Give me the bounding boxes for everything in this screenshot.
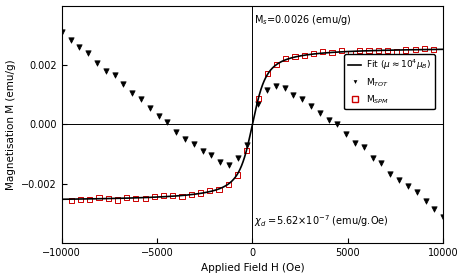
Point: [282, 57, 289, 61]
Point: [141, 196, 149, 200]
Point: [324, 118, 332, 122]
Point: [350, 140, 358, 145]
Point: [420, 46, 427, 50]
Point: [215, 187, 222, 192]
Point: [401, 48, 409, 52]
Point: [243, 148, 250, 153]
Point: [163, 120, 171, 124]
Point: [386, 171, 393, 176]
Point: [160, 194, 167, 198]
Point: [438, 214, 446, 219]
Point: [263, 71, 270, 76]
Point: [342, 131, 349, 136]
Point: [104, 196, 112, 201]
Point: [309, 51, 317, 56]
Point: [383, 48, 390, 52]
Y-axis label: Magnetisation M (emu/g): Magnetisation M (emu/g): [6, 59, 16, 190]
Point: [263, 88, 270, 92]
Point: [307, 104, 314, 109]
Point: [254, 96, 261, 101]
Point: [132, 196, 139, 200]
Point: [169, 193, 176, 198]
Point: [254, 102, 261, 106]
Point: [190, 142, 197, 146]
Point: [333, 121, 340, 126]
Point: [206, 189, 213, 193]
Point: [337, 48, 344, 53]
Point: [225, 163, 232, 167]
Point: [207, 153, 215, 157]
Point: [234, 156, 241, 161]
Point: [394, 178, 402, 182]
Point: [421, 198, 428, 203]
Point: [429, 48, 436, 52]
Point: [233, 173, 241, 177]
Point: [271, 84, 279, 88]
Point: [216, 159, 224, 164]
Point: [364, 49, 372, 53]
Point: [137, 97, 144, 102]
Point: [150, 194, 158, 199]
Point: [172, 130, 180, 134]
Point: [355, 48, 363, 52]
Text: $\chi_d$ =5.62×10$^{-7}$ (emu/g.Oe): $\chi_d$ =5.62×10$^{-7}$ (emu/g.Oe): [254, 213, 388, 229]
Point: [403, 183, 411, 188]
Point: [93, 61, 100, 65]
Point: [178, 194, 185, 198]
Point: [75, 44, 83, 49]
Legend: Fit ($\mu$$\approx$10$^4$$\mu_B$), M$_{TOT}$, M$_{SPM}$: Fit ($\mu$$\approx$10$^4$$\mu_B$), M$_{T…: [344, 54, 434, 109]
Point: [392, 50, 400, 54]
Point: [224, 182, 232, 186]
Point: [128, 91, 136, 96]
Point: [411, 47, 418, 52]
Point: [146, 106, 153, 110]
Point: [187, 193, 194, 197]
Point: [300, 54, 307, 58]
Point: [84, 51, 92, 55]
Point: [430, 206, 437, 211]
Point: [377, 161, 384, 165]
Point: [76, 198, 84, 202]
Point: [95, 196, 102, 200]
Point: [412, 190, 419, 194]
Point: [102, 68, 109, 73]
Point: [359, 145, 367, 149]
Point: [181, 137, 188, 141]
Point: [68, 198, 75, 203]
Point: [155, 113, 162, 118]
Point: [315, 110, 323, 115]
Point: [291, 54, 298, 59]
Point: [199, 149, 206, 153]
Point: [272, 62, 280, 67]
Point: [368, 155, 375, 160]
Point: [298, 96, 305, 101]
Point: [67, 38, 74, 42]
Point: [58, 30, 65, 34]
Point: [374, 49, 381, 53]
Point: [123, 196, 130, 200]
Point: [289, 93, 296, 97]
Point: [243, 143, 250, 147]
Point: [111, 73, 118, 78]
Point: [346, 52, 353, 56]
Point: [328, 50, 335, 55]
Point: [86, 197, 93, 201]
Point: [280, 86, 288, 90]
Text: M$_s$=0.0026 (emu/g): M$_s$=0.0026 (emu/g): [254, 13, 351, 27]
Point: [319, 49, 326, 54]
X-axis label: Applied Field H (Oe): Applied Field H (Oe): [200, 263, 304, 273]
Point: [196, 191, 204, 195]
Point: [113, 198, 121, 202]
Point: [119, 82, 127, 86]
